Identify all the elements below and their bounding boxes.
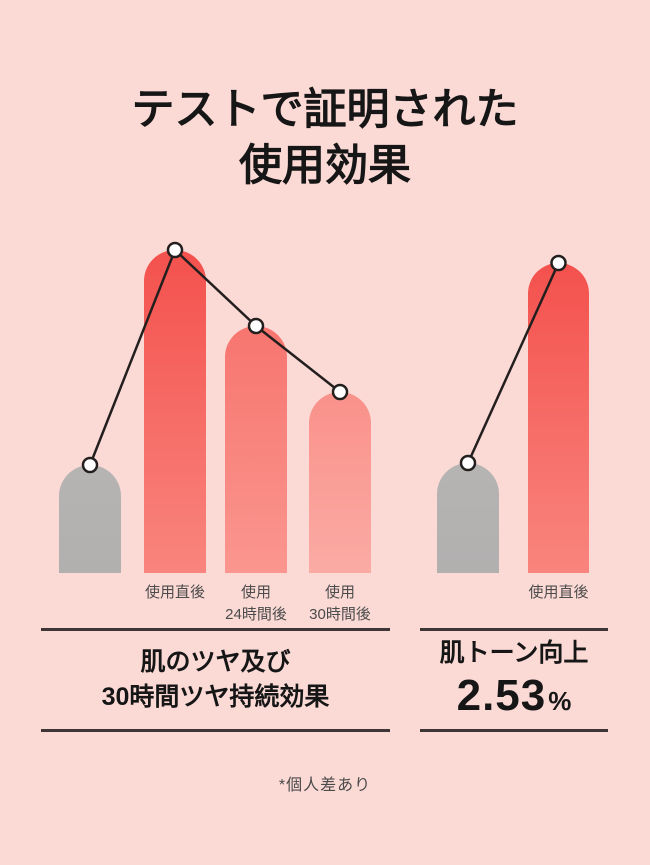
divider-line: [41, 729, 390, 732]
data-point-dot: [166, 241, 184, 259]
trend-line: [88, 247, 341, 466]
data-point-dot: [331, 383, 349, 401]
gloss-chart-bars-area: [41, 241, 390, 573]
data-point-dot: [459, 454, 477, 472]
tone-chart-bars-area: [420, 248, 608, 573]
data-point-dot: [550, 254, 567, 272]
trend-line-overlay: [459, 254, 567, 472]
divider-line: [420, 729, 608, 732]
data-point-dot: [247, 317, 265, 335]
bar-baseline: [59, 465, 121, 573]
page-title-line1: テストで証明された: [131, 86, 519, 134]
trend-line-overlay: [81, 241, 349, 474]
tone-caption-title: 肌トーン向上: [439, 639, 589, 667]
tone-chart-axis-labels: 使用直後: [420, 582, 608, 628]
bar-immediately-after-use-label: 使用直後: [528, 584, 589, 601]
page-title-line2: 使用効果: [239, 142, 411, 190]
tone-value-unit: %: [548, 686, 572, 716]
bar-24h-after-use: [225, 326, 287, 573]
gloss-chart-axis-labels: 使用直後 使用 24時間後 使用 30時間後: [41, 582, 390, 628]
tone-value-number: 2.53: [456, 671, 547, 720]
trend-line: [466, 262, 560, 464]
bar-30h-after-use: [309, 392, 371, 573]
bar-24h-after-use-label: 使用 24時間後: [225, 584, 287, 623]
bar-baseline: [437, 463, 499, 573]
footnote: *個人差あり: [278, 777, 372, 794]
divider-line: [41, 628, 390, 631]
gloss-chart-caption: 肌のツヤ及び 30時間ツヤ持続効果: [41, 631, 390, 729]
tone-improvement-chart-group: 使用直後 肌トーン向上 2.53 %: [420, 248, 608, 732]
data-point-dot: [81, 456, 99, 474]
tone-improvement-value: 2.53 %: [457, 673, 572, 724]
bar-30h-after-use-label: 使用 30時間後: [309, 584, 371, 623]
bar-immediately-after-use-label: 使用直後: [144, 584, 206, 601]
gloss-duration-chart-group: 使用直後 使用 24時間後 使用 30時間後 肌のツヤ及び 30時間ツヤ持続効果: [41, 241, 390, 732]
gloss-caption-line1: 肌のツヤ及び: [140, 648, 291, 676]
page-title: テストで証明された 使用効果: [0, 82, 650, 194]
gloss-caption-line2: 30時間ツヤ持続効果: [101, 683, 330, 711]
tone-chart-caption: 肌トーン向上 2.53 %: [420, 631, 608, 729]
bar-immediately-after-use: [528, 263, 589, 573]
divider-line: [420, 628, 608, 631]
